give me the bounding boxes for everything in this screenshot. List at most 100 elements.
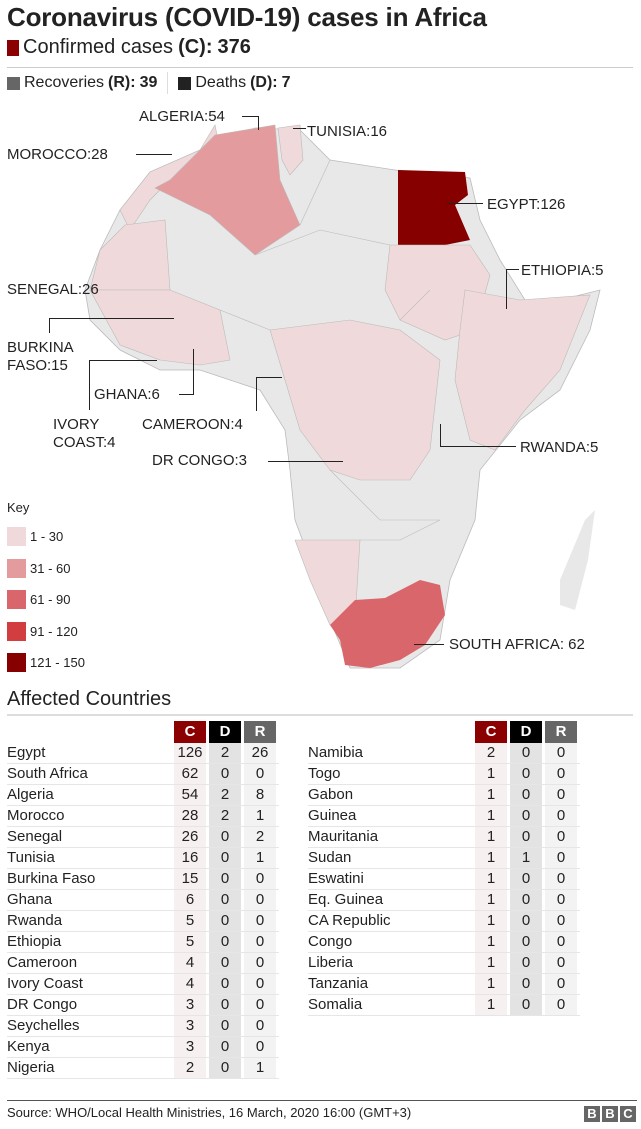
confirmed-count: 1	[475, 785, 507, 805]
recoveries-swatch	[7, 76, 20, 90]
confirmed-count: 1	[475, 764, 507, 784]
recoveries-count: 0	[244, 953, 276, 973]
country-name: Ivory Coast	[7, 975, 83, 992]
recoveries-count: 0	[545, 995, 577, 1015]
leader-line	[268, 461, 343, 462]
legend-label: 121 - 150	[30, 655, 85, 671]
country-name: Senegal	[7, 828, 63, 845]
confirmed-count: 2	[174, 1058, 206, 1078]
country-name: Guinea	[308, 807, 357, 824]
table-row: Ivory Coast 4 0 0	[7, 974, 279, 995]
country-name: Burkina Faso	[7, 870, 96, 887]
recoveries-count: 0	[244, 974, 276, 994]
country-name: Liberia	[308, 954, 354, 971]
country-name: Morocco	[7, 807, 65, 824]
table-header: C D R	[7, 721, 279, 743]
deaths-count: 0	[209, 764, 241, 784]
map-legend: Key 1 - 30 31 - 60 61 - 90 91 - 120 121 …	[7, 500, 85, 679]
confirmed-label: Confirmed cases	[23, 36, 174, 58]
recoveries-count: 2	[244, 827, 276, 847]
confirmed-count: 1	[475, 890, 507, 910]
confirmed-count: 54	[174, 785, 206, 805]
table-row: Guinea 1 0 0	[308, 806, 580, 827]
legend-item: 31 - 60	[7, 553, 85, 585]
leader-line	[89, 360, 157, 361]
label-morocco: MOROCCO:28	[7, 146, 108, 163]
label-senegal: SENEGAL:26	[7, 281, 99, 298]
recoveries-count: 1	[244, 848, 276, 868]
leader-line	[49, 318, 174, 319]
recoveries-value: 39	[139, 74, 158, 91]
legend-item: 121 - 150	[7, 647, 85, 679]
recoveries-count: 0	[545, 764, 577, 784]
confirmed-count: 16	[174, 848, 206, 868]
confirmed-count: 126	[174, 743, 206, 763]
legend-swatch	[7, 527, 26, 547]
country-name: Tanzania	[308, 975, 369, 992]
table-row: Seychelles 3 0 0	[7, 1016, 279, 1037]
deaths-count: 0	[209, 827, 241, 847]
label-ivory-coast-line2: COAST:4	[53, 434, 116, 451]
recoveries-count: 1	[244, 1058, 276, 1078]
africa-map-svg	[84, 124, 601, 669]
column-header-confirmed: C	[475, 721, 507, 743]
deaths-count: 0	[209, 1037, 241, 1057]
deaths-count: 0	[209, 932, 241, 952]
country-name: Togo	[308, 765, 341, 782]
deaths-count: 0	[209, 1016, 241, 1036]
africa-map: ALGERIA:54 TUNISIA:16 MOROCCO:28 EGYPT:1…	[0, 95, 641, 685]
table-row: Morocco 28 2 1	[7, 806, 279, 827]
deaths-count: 0	[209, 869, 241, 889]
deaths-count: 1	[510, 848, 542, 868]
deaths-count: 0	[510, 785, 542, 805]
label-rwanda: RWANDA:5	[520, 439, 599, 456]
madagascar	[560, 510, 595, 610]
deaths-count: 0	[209, 890, 241, 910]
country-name: South Africa	[7, 765, 88, 782]
table-header: C D R	[308, 721, 580, 743]
confirmed-swatch	[7, 39, 19, 56]
table-row: Kenya 3 0 0	[7, 1037, 279, 1058]
deaths-count: 0	[510, 974, 542, 994]
confirmed-count: 5	[174, 911, 206, 931]
deaths-count: 0	[510, 869, 542, 889]
confirmed-count: 1	[475, 953, 507, 973]
confirmed-count: 1	[475, 995, 507, 1015]
legend-swatch	[7, 653, 26, 673]
deaths-count: 0	[209, 953, 241, 973]
country-name: Mauritania	[308, 828, 379, 845]
confirmed-count: 1	[475, 806, 507, 826]
label-ethiopia: ETHIOPIA:5	[521, 262, 604, 279]
divider	[7, 1100, 637, 1101]
table-row: CA Republic 1 0 0	[308, 911, 580, 932]
country-name: Egypt	[7, 744, 46, 761]
legend-item: 61 - 90	[7, 584, 85, 616]
table-row: Congo 1 0 0	[308, 932, 580, 953]
bbc-logo-letter: B	[584, 1106, 600, 1122]
deaths-count: 0	[510, 890, 542, 910]
table-row: Liberia 1 0 0	[308, 953, 580, 974]
confirmed-count: 1	[475, 932, 507, 952]
leader-line	[440, 446, 516, 447]
country-name: DR Congo	[7, 996, 78, 1013]
deaths-count: 0	[510, 827, 542, 847]
column-header-deaths: D	[209, 721, 241, 743]
recoveries-count: 0	[244, 932, 276, 952]
column-header-recoveries: R	[244, 721, 276, 743]
recoveries-count: 0	[545, 932, 577, 952]
confirmed-abbr: (C):	[178, 36, 213, 58]
deaths-value: 7	[281, 74, 291, 91]
leader-line	[293, 128, 306, 129]
deaths-count: 0	[209, 974, 241, 994]
country-name: Algeria	[7, 786, 54, 803]
deaths-count: 2	[209, 785, 241, 805]
confirmed-count: 3	[174, 1016, 206, 1036]
recoveries-count: 0	[244, 1037, 276, 1057]
table-row: South Africa 62 0 0	[7, 764, 279, 785]
divider	[167, 72, 169, 94]
legend-label: 31 - 60	[30, 560, 71, 576]
table-row: Mauritania 1 0 0	[308, 827, 580, 848]
table-row: DR Congo 3 0 0	[7, 995, 279, 1016]
recoveries-count: 0	[545, 806, 577, 826]
confirmed-count: 28	[174, 806, 206, 826]
